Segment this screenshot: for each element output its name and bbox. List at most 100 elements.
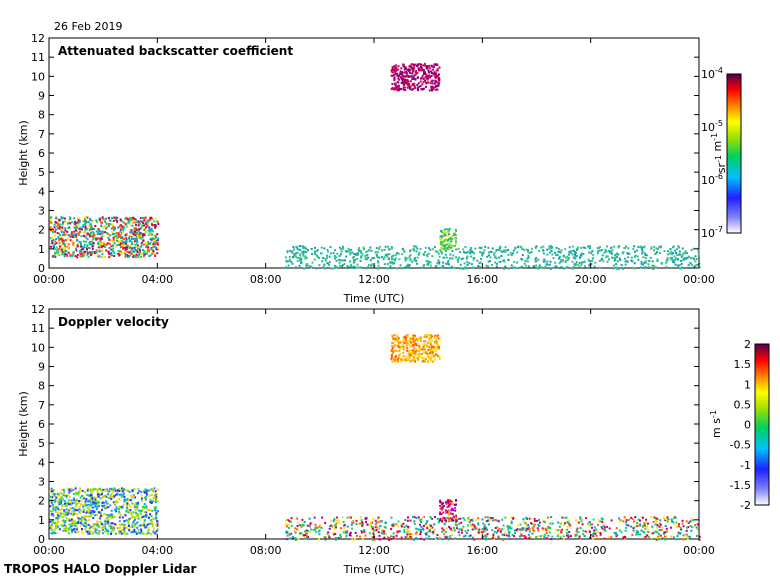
data-pixel (384, 522, 387, 524)
data-pixel (359, 249, 362, 252)
data-pixel (396, 358, 399, 361)
data-pixel (365, 258, 368, 261)
data-pixel (430, 355, 433, 358)
data-pixel (683, 258, 685, 261)
data-pixel (393, 334, 395, 337)
data-pixel (374, 519, 377, 522)
data-pixel (430, 517, 433, 520)
y-tick-label: 4 (38, 456, 45, 469)
y-tick-label: 12 (31, 303, 45, 316)
data-pixel (365, 251, 368, 254)
data-pixel (510, 527, 513, 530)
data-pixel (107, 490, 110, 493)
data-pixel (119, 237, 122, 239)
data-pixel (135, 244, 138, 247)
data-pixel (99, 232, 102, 235)
data-pixel (111, 522, 114, 525)
data-pixel (407, 68, 410, 71)
data-pixel (523, 262, 526, 265)
data-pixel (73, 222, 76, 225)
data-pixel (574, 253, 577, 255)
data-pixel (308, 265, 311, 268)
data-pixel (397, 520, 400, 523)
backscatter-panel: 00:00 04:00 08:00 12:00 16:00 20:00 00:0001234… (17, 32, 742, 305)
data-pixel (565, 259, 568, 262)
data-pixel (537, 523, 540, 526)
data-pixel (610, 536, 613, 539)
data-pixel (482, 251, 485, 254)
data-pixel (119, 230, 122, 233)
data-pixel (450, 500, 453, 503)
data-pixel (495, 249, 498, 252)
data-pixel (114, 489, 117, 492)
data-pixel (593, 526, 596, 529)
data-pixel (134, 230, 137, 233)
data-pixel (533, 265, 536, 268)
data-pixel (408, 350, 411, 353)
data-pixel (396, 350, 399, 352)
data-pixel (131, 490, 134, 492)
data-pixel (302, 534, 305, 537)
data-pixel (63, 493, 66, 496)
data-pixel (664, 525, 667, 527)
data-pixel (57, 508, 60, 511)
data-pixel (72, 497, 75, 500)
data-pixel (357, 252, 359, 255)
data-pixel (304, 530, 307, 533)
data-pixel (547, 527, 550, 529)
data-pixel (468, 535, 471, 538)
data-pixel (634, 251, 636, 253)
x-tick-label: 00:00 (683, 273, 715, 286)
data-pixel (99, 520, 102, 523)
data-pixel (615, 527, 618, 530)
data-pixel (82, 254, 85, 257)
data-pixel (103, 495, 106, 498)
data-pixel (402, 346, 405, 348)
data-pixel (89, 251, 91, 253)
data-pixel (413, 336, 416, 339)
data-pixel (445, 256, 448, 259)
data-pixel (469, 248, 472, 251)
data-pixel (62, 228, 65, 230)
data-pixel (131, 515, 134, 518)
data-pixel (546, 263, 549, 266)
data-pixel (69, 235, 72, 238)
data-pixel (65, 527, 68, 529)
data-pixel (123, 498, 126, 501)
data-pixel (528, 536, 531, 539)
data-pixel (91, 245, 94, 248)
data-pixel (403, 358, 406, 361)
data-pixel (615, 263, 618, 266)
data-pixel (112, 236, 115, 239)
data-pixel (71, 239, 74, 242)
data-pixel (345, 255, 348, 258)
data-pixel (376, 260, 379, 263)
data-pixel (146, 508, 149, 511)
data-pixel (382, 537, 385, 540)
data-pixel (375, 529, 378, 532)
data-pixel (83, 525, 86, 527)
data-pixel (516, 261, 518, 264)
data-pixel (566, 255, 569, 258)
data-pixel (455, 230, 458, 232)
data-pixel (331, 267, 334, 270)
data-pixel (61, 217, 63, 220)
data-pixel (148, 243, 151, 246)
data-pixel (509, 526, 511, 528)
data-pixel (72, 244, 75, 247)
data-pixel (362, 522, 365, 525)
data-pixel (544, 527, 547, 530)
data-pixel (123, 252, 126, 255)
data-pixel (107, 517, 110, 520)
data-pixel (102, 226, 105, 229)
data-pixel (440, 247, 443, 250)
data-pixel (671, 253, 673, 256)
data-pixel (520, 246, 523, 249)
data-pixel (438, 82, 441, 85)
data-pixel (58, 492, 61, 495)
data-pixel (120, 514, 123, 517)
data-pixel (502, 524, 505, 527)
data-pixel (63, 527, 66, 530)
data-pixel (324, 537, 327, 540)
data-pixel (361, 531, 363, 534)
